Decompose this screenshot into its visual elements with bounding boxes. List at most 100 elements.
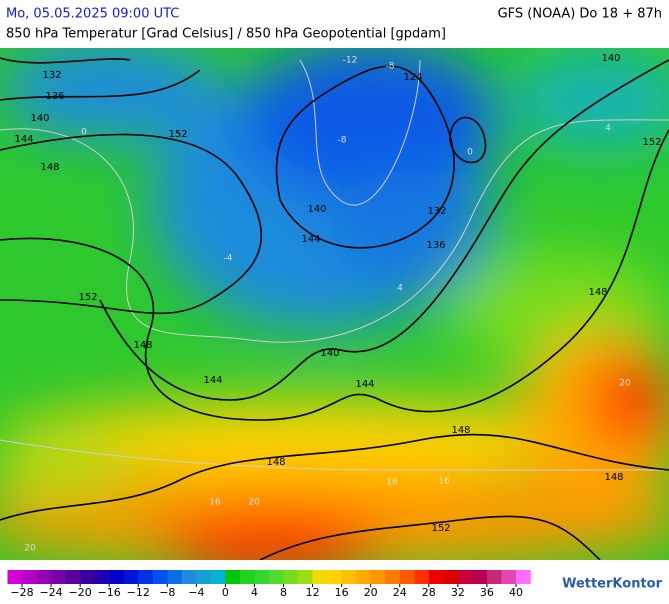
isohypse-label: 132 <box>42 70 61 81</box>
colorbar-tick-label: 8 <box>280 586 287 599</box>
colorbar-swatch <box>370 570 386 584</box>
colorbar-swatch <box>515 570 531 584</box>
colorbar-swatch <box>36 570 52 584</box>
subtitle: 850 hPa Temperatur [Grad Celsius] / 850 … <box>6 27 446 42</box>
map <box>0 48 669 560</box>
colorbar-tick-label: 24 <box>393 586 407 599</box>
isohypse-label: 140 <box>30 113 49 124</box>
isohypse-label: 144 <box>14 134 33 145</box>
colorbar-swatch <box>196 570 212 584</box>
colorbar-tick-label: 20 <box>364 586 378 599</box>
isohypse-label: 136 <box>426 240 445 251</box>
isotherm-label: 4 <box>605 124 611 134</box>
colorbar-swatch <box>94 570 110 584</box>
isotherm-label: 20 <box>619 379 631 389</box>
colorbar-swatch <box>269 570 284 584</box>
colorbar-tick-label: 16 <box>335 586 349 599</box>
isohypse-label: 152 <box>168 129 187 140</box>
colorbar-tick-label: −4 <box>188 586 204 599</box>
isotherm-label: -12 <box>343 56 358 66</box>
colorbar-swatch <box>428 570 444 584</box>
colorbar-swatch <box>472 570 488 584</box>
isotherm-label: 16 <box>386 478 398 488</box>
colorbar-swatch <box>210 570 226 584</box>
colorbar-swatch <box>22 570 37 584</box>
colorbar-tick-label: 40 <box>509 586 523 599</box>
colorbar-tick-label: −20 <box>69 586 92 599</box>
isotherm-label: -8 <box>386 62 395 72</box>
colorbar-swatch <box>414 570 430 584</box>
isohypse-label: 144 <box>355 379 374 390</box>
colorbar-swatch <box>254 570 270 584</box>
colorbar-swatch <box>341 570 357 584</box>
colorbar-tick-label: 0 <box>222 586 229 599</box>
isohypse-label: 124 <box>403 72 422 83</box>
isotherm-label: 0 <box>81 128 87 138</box>
isohypse-label: 148 <box>40 162 59 173</box>
colorbar-tick-label: 4 <box>251 586 258 599</box>
colorbar-tick-label: −28 <box>10 586 33 599</box>
isohypse-label: 148 <box>451 425 470 436</box>
isotherm-label: -4 <box>224 254 233 264</box>
colorbar-swatch <box>399 570 415 584</box>
datetime: Mo, 05.05.2025 09:00 UTC <box>6 7 179 22</box>
isohypse-label: 144 <box>301 234 320 245</box>
isohypse-label: 148 <box>588 287 607 298</box>
model-run: GFS (NOAA) Do 18 + 87h <box>498 7 662 22</box>
isotherm-label: 16 <box>438 477 450 487</box>
colorbar-swatch <box>239 570 255 584</box>
colorbar-tick-label: −12 <box>127 586 150 599</box>
isotherm-label: 4 <box>397 284 403 294</box>
colorbar-swatch <box>225 570 241 584</box>
colorbar: −28 −24 −20 −16 −12 −8 −4 0 4 8 12 16 20 24 28 32 36 40 <box>7 570 531 599</box>
isohypse-label: 148 <box>604 472 623 483</box>
colorbar-swatch <box>181 570 197 584</box>
isohypse-label: 152 <box>642 137 661 148</box>
isohypse-label: 140 <box>601 53 620 64</box>
isohypse-label: 140 <box>307 204 326 215</box>
isotherm-label: 16 <box>209 498 221 508</box>
isohypse-label: 136 <box>45 91 64 102</box>
colorbar-swatch <box>283 570 299 584</box>
isohypse-label: 132 <box>427 206 446 217</box>
isohypse-label: 152 <box>431 523 450 534</box>
isotherm-label: 20 <box>24 544 36 554</box>
colorbar-swatch <box>327 570 342 584</box>
isohypse-label: 148 <box>266 457 285 468</box>
colorbar-swatch <box>312 570 328 584</box>
colorbar-tick-label: 32 <box>451 586 465 599</box>
colorbar-swatch <box>123 570 139 584</box>
colorbar-swatch <box>385 570 401 584</box>
colorbar-swatch <box>356 570 371 584</box>
isohypse-label: 140 <box>320 348 339 359</box>
colorbar-swatch <box>7 570 23 584</box>
isohypse-label: 152 <box>78 292 97 303</box>
colorbar-swatch <box>167 570 183 584</box>
colorbar-swatch <box>138 570 154 584</box>
colorbar-swatch <box>443 570 459 584</box>
colorbar-swatch <box>501 570 517 584</box>
isohypse-label: 144 <box>203 375 222 386</box>
isotherm-label: 0 <box>467 148 473 158</box>
colorbar-tick-label: 28 <box>422 586 436 599</box>
colorbar-tick-label: −8 <box>159 586 175 599</box>
colorbar-tick-label: 12 <box>306 586 320 599</box>
isohypse-label: 148 <box>133 340 152 351</box>
colorbar-swatch <box>457 570 473 584</box>
logo: WetterKontor <box>562 577 663 592</box>
colorbar-swatch <box>51 570 66 584</box>
colorbar-swatch <box>65 570 81 584</box>
isotherm-labels: -12 -8 -8 0 4 0 -4 4 20 20 16 20 16 16 <box>24 56 631 554</box>
colorbar-tick-label: −16 <box>98 586 121 599</box>
isotherm-label: -8 <box>338 136 347 146</box>
colorbar-swatch <box>298 570 313 584</box>
colorbar-swatch <box>486 570 502 584</box>
colorbar-swatch <box>152 570 168 584</box>
colorbar-tick-label: −24 <box>39 586 62 599</box>
isotherm-label: 20 <box>248 498 260 508</box>
colorbar-swatch <box>109 570 125 584</box>
colorbar-tick-label: 36 <box>480 586 494 599</box>
colorbar-swatch <box>80 570 95 584</box>
